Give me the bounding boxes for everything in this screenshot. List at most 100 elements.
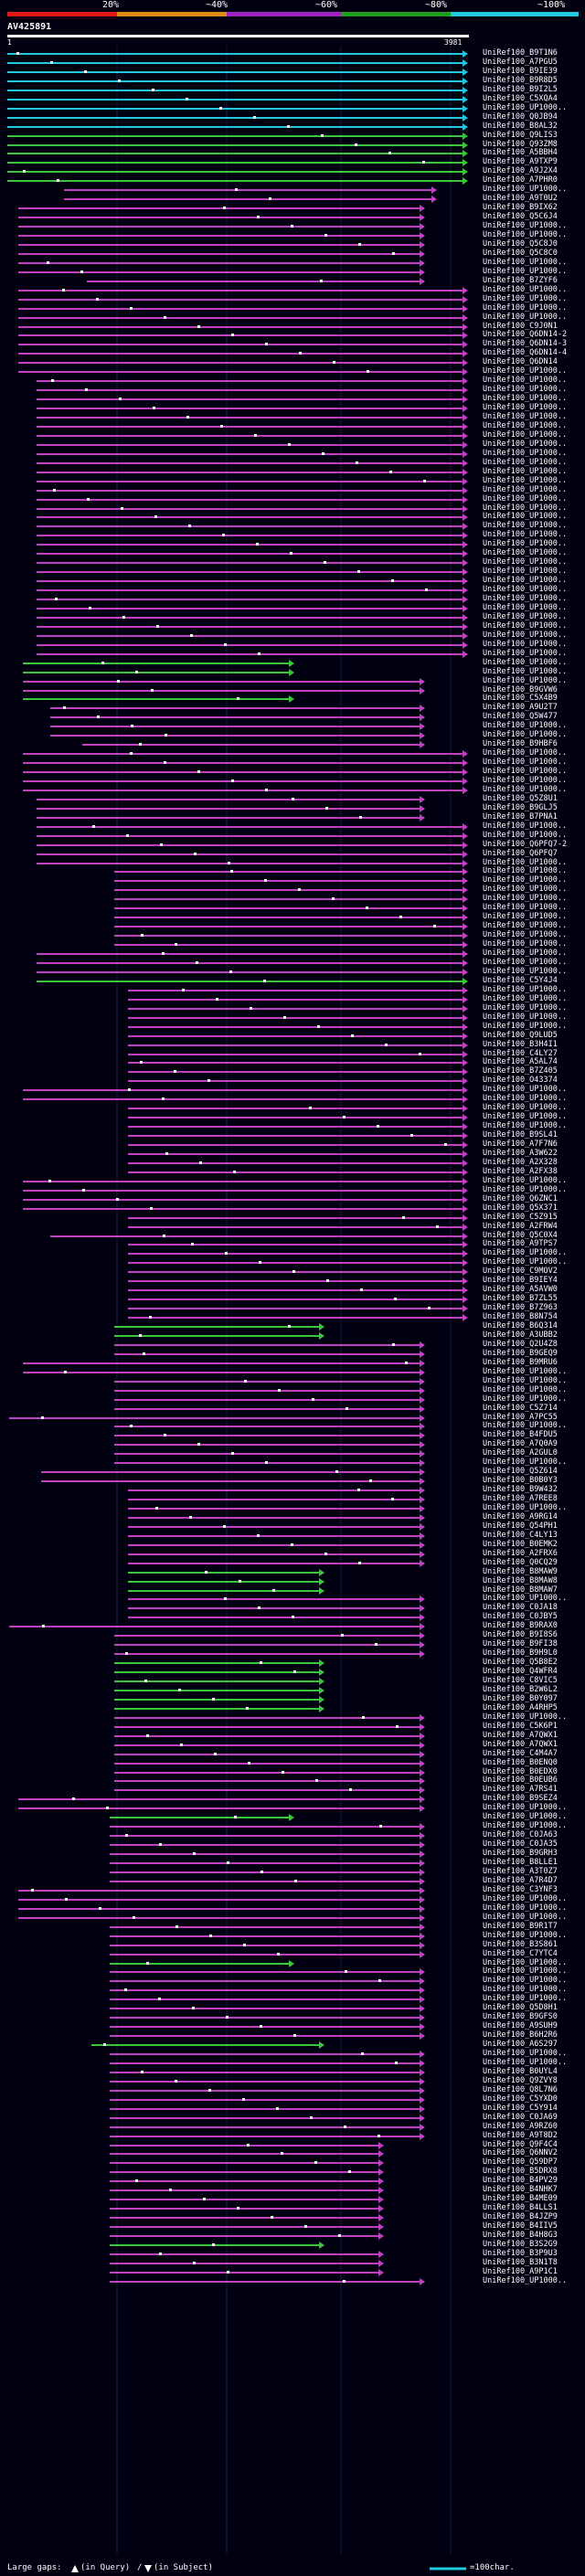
hit-label-link[interactable]: UniRef100_C5YXD0 (483, 2094, 558, 2104)
hit-label-link[interactable]: UniRef100_UP1000.. (483, 504, 568, 513)
hit-label-link[interactable]: UniRef100_B0B0Y3 (483, 1476, 558, 1485)
hit-label-link[interactable]: UniRef100_UP1000.. (483, 585, 568, 594)
hit-label-link[interactable]: UniRef100_UP1000.. (483, 676, 568, 685)
hit-label-link[interactable]: UniRef100_UP1000.. (483, 303, 568, 313)
hit-label-link[interactable]: UniRef100_UP1000.. (483, 1012, 568, 1022)
hit-label-link[interactable]: UniRef100_A9RG14 (483, 1512, 558, 1521)
hit-label-link[interactable]: UniRef100_UP1000.. (483, 1985, 568, 1994)
hit-label-link[interactable]: UniRef100_UP1000.. (483, 430, 568, 440)
hit-label-link[interactable]: UniRef100_A2FX38 (483, 1167, 558, 1176)
hit-label-link[interactable]: UniRef100_UP1000.. (483, 1894, 568, 1903)
hit-label-link[interactable]: UniRef100_Q6DN14-3 (483, 339, 568, 348)
hit-label-link[interactable]: UniRef100_Q6PFQ7 (483, 849, 558, 858)
hit-label-link[interactable]: UniRef100_A5BBH4 (483, 148, 558, 157)
hit-label-link[interactable]: UniRef100_B3P9U3 (483, 2249, 558, 2258)
hit-label-link[interactable]: UniRef100_B7Z405 (483, 1066, 558, 1076)
hit-label-link[interactable]: UniRef100_UP1000.. (483, 1966, 568, 1976)
hit-label-link[interactable]: UniRef100_A9SUH9 (483, 2021, 558, 2030)
hit-label-link[interactable]: UniRef100_UP1000.. (483, 640, 568, 649)
hit-label-link[interactable]: UniRef100_C5Y4J4 (483, 976, 558, 985)
hit-label-link[interactable]: UniRef100_B9I2L5 (483, 85, 558, 94)
hit-label-link[interactable]: UniRef100_UP1000.. (483, 1094, 568, 1103)
hit-label-link[interactable]: UniRef100_Q6NNV2 (483, 2148, 558, 2157)
hit-label-link[interactable]: UniRef100_UP1000.. (483, 1085, 568, 1094)
hit-label-link[interactable]: UniRef100_UP1000.. (483, 2049, 568, 2058)
hit-label-link[interactable]: UniRef100_UP1000.. (483, 567, 568, 576)
hit-label-link[interactable]: UniRef100_B9T1N6 (483, 48, 558, 58)
hit-label-link[interactable]: UniRef100_UP1000.. (483, 831, 568, 840)
hit-label-link[interactable]: UniRef100_B9FI38 (483, 1639, 558, 1648)
hit-label-link[interactable]: UniRef100_UP1000.. (483, 758, 568, 767)
hit-label-link[interactable]: UniRef100_UP1000.. (483, 949, 568, 958)
hit-label-link[interactable]: UniRef100_A9P1C1 (483, 2267, 558, 2276)
hit-label-link[interactable]: UniRef100_UP1000.. (483, 903, 568, 912)
hit-label-link[interactable]: UniRef100_Q93ZM8 (483, 140, 558, 149)
hit-label-link[interactable]: UniRef100_B0EUB6 (483, 1776, 558, 1785)
hit-label-link[interactable]: UniRef100_C0JA35 (483, 1839, 558, 1849)
hit-label-link[interactable]: UniRef100_Q8L7N6 (483, 2085, 558, 2094)
hit-label-link[interactable]: UniRef100_UP1000.. (483, 894, 568, 903)
hit-label-link[interactable]: UniRef100_A2GUL0 (483, 1448, 558, 1458)
hit-label-link[interactable]: UniRef100_C4LY27 (483, 1049, 558, 1058)
hit-label-link[interactable]: UniRef100_UP1000.. (483, 748, 568, 758)
hit-label-link[interactable]: UniRef100_UP1000.. (483, 1503, 568, 1512)
hit-label-link[interactable]: UniRef100_C9MOV2 (483, 1267, 558, 1276)
hit-label-link[interactable]: UniRef100_UP1000.. (483, 221, 568, 230)
hit-label-link[interactable]: UniRef100_Q5D8H1 (483, 2003, 558, 2012)
hit-label-link[interactable]: UniRef100_B4LLS1 (483, 2203, 558, 2212)
hit-label-link[interactable]: UniRef100_UP1000.. (483, 267, 568, 276)
hit-label-link[interactable]: UniRef100_UP1000.. (483, 958, 568, 967)
hit-label-link[interactable]: UniRef100_A2FRW4 (483, 1222, 558, 1231)
hit-label-link[interactable]: UniRef100_UP1000.. (483, 658, 568, 667)
hit-label-link[interactable]: UniRef100_UP1000.. (483, 285, 568, 294)
hit-label-link[interactable]: UniRef100_UP1000.. (483, 994, 568, 1003)
hit-label-link[interactable]: UniRef100_UP1000.. (483, 866, 568, 875)
hit-label-link[interactable]: UniRef100_B8AL32 (483, 122, 558, 131)
hit-label-link[interactable]: UniRef100_B6Q314 (483, 1321, 558, 1330)
hit-label-link[interactable]: UniRef100_UP1000.. (483, 667, 568, 676)
hit-label-link[interactable]: UniRef100_UP1000.. (483, 412, 568, 421)
hit-label-link[interactable]: UniRef100_UP1000.. (483, 449, 568, 458)
hit-label-link[interactable]: UniRef100_UP1000.. (483, 548, 568, 557)
hit-label-link[interactable]: UniRef100_UP1000.. (483, 557, 568, 567)
hit-label-link[interactable]: UniRef100_UP1000.. (483, 1812, 568, 1821)
hit-label-link[interactable]: UniRef100_UP1000.. (483, 421, 568, 430)
hit-label-link[interactable]: UniRef100_Q5B8E2 (483, 1658, 558, 1667)
hit-label-link[interactable]: UniRef100_UP1000.. (483, 1913, 568, 1922)
hit-label-link[interactable]: UniRef100_UP1000.. (483, 967, 568, 976)
hit-label-link[interactable]: UniRef100_UP1000.. (483, 1421, 568, 1430)
hit-label-link[interactable]: UniRef100_B9IEY4 (483, 1276, 558, 1285)
hit-label-link[interactable]: UniRef100_UP1000.. (483, 1257, 568, 1267)
hit-label-link[interactable]: UniRef100_B6H2R6 (483, 2030, 558, 2040)
hit-label-link[interactable]: UniRef100_UP1000.. (483, 1594, 568, 1603)
hit-label-link[interactable]: UniRef100_A9U2T7 (483, 703, 558, 712)
hit-label-link[interactable]: UniRef100_B8MAW9 (483, 1567, 558, 1576)
hit-label-link[interactable]: UniRef100_UP1000.. (483, 103, 568, 112)
hit-label-link[interactable]: UniRef100_UP1000.. (483, 1367, 568, 1376)
hit-label-link[interactable]: UniRef100_B7Z963 (483, 1303, 558, 1312)
hit-label-link[interactable]: UniRef100_UP1000.. (483, 921, 568, 930)
hit-label-link[interactable]: UniRef100_A7QWX1 (483, 1740, 558, 1749)
hit-label-link[interactable]: UniRef100_UP1000.. (483, 776, 568, 785)
hit-label-link[interactable]: UniRef100_A9J2X4 (483, 166, 558, 175)
hit-label-link[interactable]: UniRef100_UP1000.. (483, 612, 568, 621)
hit-label-link[interactable]: UniRef100_B9W432 (483, 1485, 558, 1494)
hit-label-link[interactable]: UniRef100_A7F7N6 (483, 1140, 558, 1149)
hit-label-link[interactable]: UniRef100_UP1000.. (483, 1248, 568, 1257)
hit-label-link[interactable]: UniRef100_A3W622 (483, 1149, 558, 1158)
hit-label-link[interactable]: UniRef100_UP1000.. (483, 912, 568, 921)
hit-label-link[interactable]: UniRef100_Q5X371 (483, 1203, 558, 1213)
hit-label-link[interactable]: UniRef100_UP1000.. (483, 440, 568, 449)
hit-label-link[interactable]: UniRef100_UP1000.. (483, 1003, 568, 1012)
hit-label-link[interactable]: UniRef100_C0JA69 (483, 2113, 558, 2122)
hit-label-link[interactable]: UniRef100_UP1000.. (483, 1931, 568, 1940)
hit-label-link[interactable]: UniRef100_UP1000.. (483, 885, 568, 894)
hit-label-link[interactable]: UniRef100_Q54PH1 (483, 1521, 558, 1531)
hit-label-link[interactable]: UniRef100_C5XQA4 (483, 94, 558, 103)
hit-label-link[interactable]: UniRef100_A5AVW0 (483, 1285, 558, 1294)
hit-label-link[interactable]: UniRef100_UP1000.. (483, 467, 568, 476)
hit-label-link[interactable]: UniRef100_Q5W477 (483, 712, 558, 721)
hit-label-link[interactable]: UniRef100_Q0CQ29 (483, 1558, 558, 1567)
hit-label-link[interactable]: UniRef100_UP1000.. (483, 230, 568, 239)
hit-label-link[interactable]: UniRef100_UP1000.. (483, 930, 568, 939)
